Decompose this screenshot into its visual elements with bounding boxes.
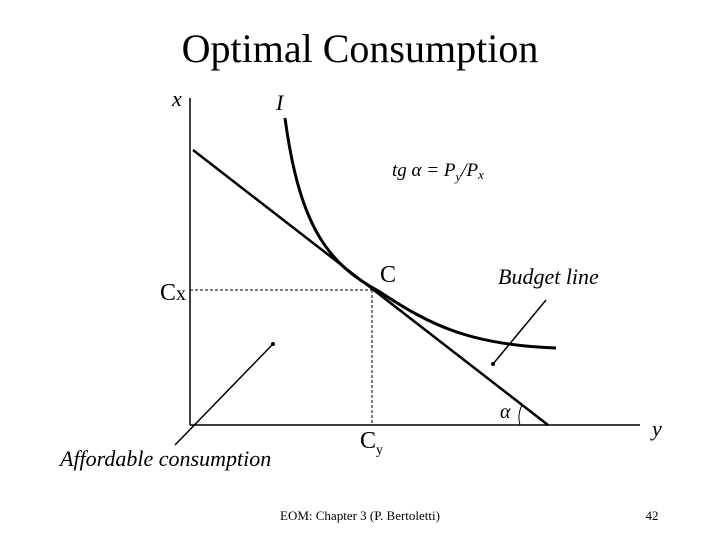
formula-part: tg α = P — [392, 160, 456, 181]
indifference-curve — [283, 117, 557, 350]
angle-label: α — [500, 401, 511, 423]
formula-part: /P — [460, 160, 478, 181]
cx-sub: x — [176, 283, 186, 305]
formula-sub: x — [477, 167, 484, 182]
affordable-pointer — [174, 343, 274, 446]
y-axis-label: y — [650, 416, 662, 441]
cy-sub: y — [376, 443, 383, 458]
budget-label: Budget line — [498, 264, 599, 289]
cx-main: C — [160, 280, 176, 306]
curve-label: I — [275, 90, 285, 115]
pointer-dot — [491, 362, 495, 366]
point-label: C — [380, 262, 396, 288]
cy-label: Cy — [360, 428, 383, 458]
page-number: 42 — [646, 508, 659, 523]
cx-label: Cx — [160, 280, 186, 306]
cy-main: C — [360, 428, 376, 454]
footer-source: EOM: Chapter 3 (P. Bertoletti) — [280, 508, 440, 523]
pointer-dot — [271, 342, 275, 346]
formula: tg α = Py/Px — [392, 160, 484, 184]
affordable-label: Affordable consumption — [58, 446, 271, 471]
title: Optimal Consumption — [182, 26, 539, 71]
budget-pointer — [492, 299, 547, 365]
formula-sub: y — [453, 169, 461, 184]
angle-arc — [518, 404, 523, 426]
x-axis-label: x — [171, 86, 182, 111]
